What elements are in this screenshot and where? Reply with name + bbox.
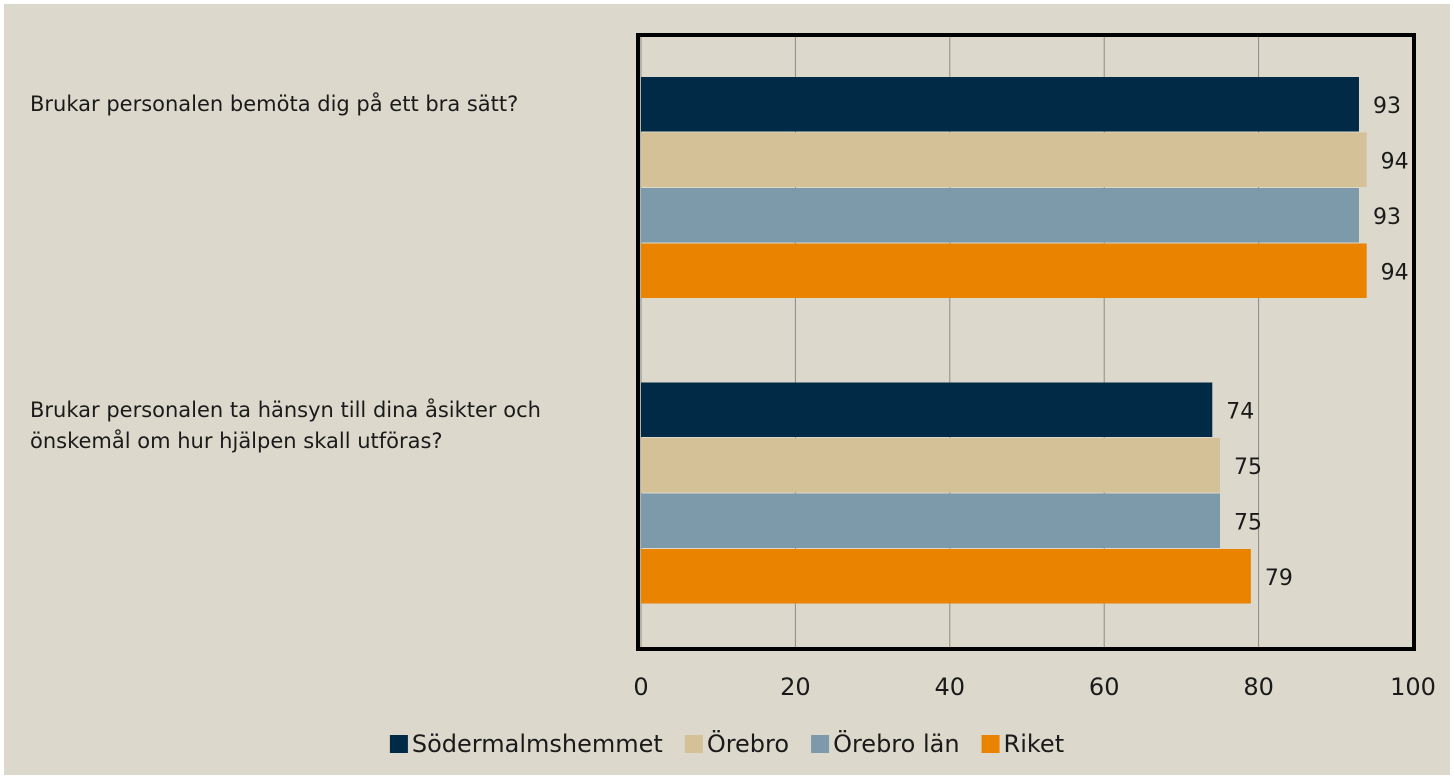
data-label: 94 <box>1381 149 1409 174</box>
data-label: 75 <box>1234 510 1262 535</box>
legend-swatch <box>811 735 830 753</box>
bar <box>641 243 1367 298</box>
bar <box>641 493 1220 548</box>
bar <box>641 382 1213 437</box>
legend-label: Södermalmshemmet <box>412 730 663 758</box>
data-label: 93 <box>1373 94 1401 119</box>
bar <box>641 438 1220 493</box>
data-label: 79 <box>1265 566 1293 591</box>
category-label: Brukar personalen bemöta dig på ett bra … <box>30 92 519 116</box>
category-label: Brukar personalen ta hänsyn till dina ås… <box>30 397 541 453</box>
legend-label: Örebro <box>707 729 789 758</box>
plot-frame <box>636 33 1416 651</box>
bar <box>641 132 1367 187</box>
legend-swatch <box>684 735 703 753</box>
data-label: 93 <box>1373 205 1401 230</box>
legend-label: Riket <box>1004 730 1065 758</box>
x-tick-label: 60 <box>1089 673 1120 701</box>
data-label: 75 <box>1234 455 1262 480</box>
bar <box>641 77 1359 132</box>
x-tick-label: 0 <box>633 673 648 701</box>
bar <box>641 549 1251 604</box>
x-tick-label: 100 <box>1390 673 1436 701</box>
legend-label: Örebro län <box>833 729 959 758</box>
x-tick-label: 80 <box>1243 673 1274 701</box>
legend-swatch <box>981 735 1000 753</box>
bar <box>641 188 1359 243</box>
x-tick-label: 40 <box>935 673 966 701</box>
data-label: 94 <box>1381 260 1409 285</box>
data-label: 74 <box>1226 399 1254 424</box>
x-tick-label: 20 <box>780 673 811 701</box>
legend-swatch <box>389 735 408 753</box>
